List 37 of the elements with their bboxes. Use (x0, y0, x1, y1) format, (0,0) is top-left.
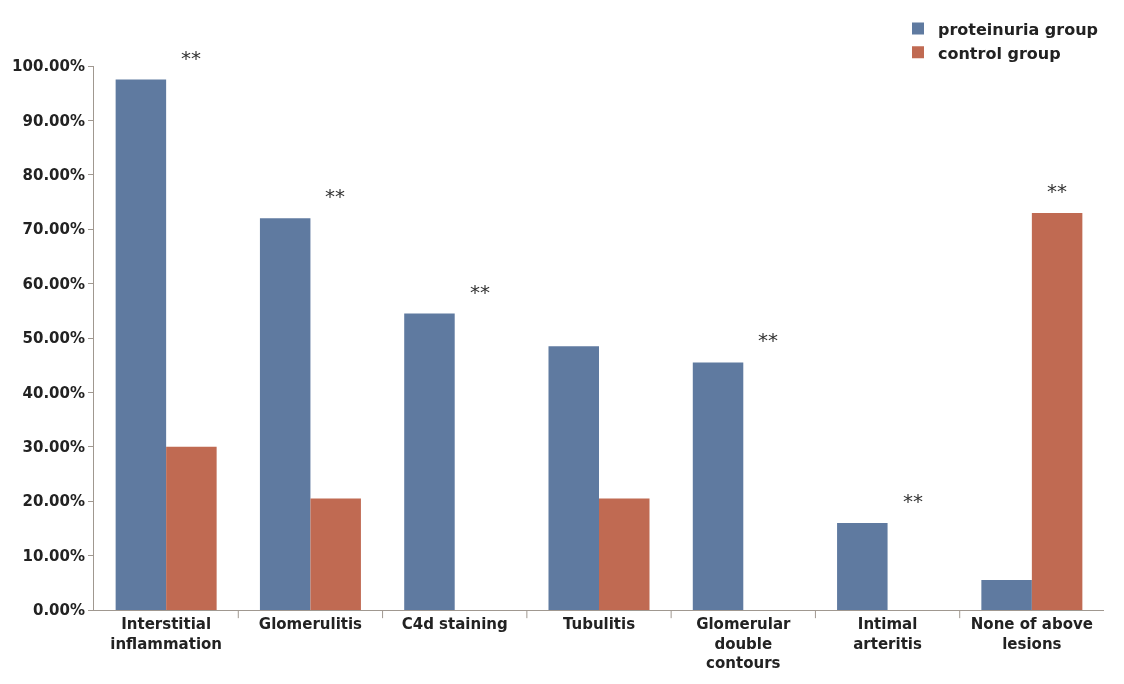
y-tick-label: 20.00% (22, 492, 85, 511)
bar (115, 79, 167, 610)
bar (310, 498, 361, 610)
x-tick-label: C4d staining (401, 615, 508, 633)
x-tick-label: Interstitial inflammation (110, 615, 223, 653)
y-tick-label: 30.00% (22, 438, 85, 457)
legend-label: control group (938, 43, 1061, 63)
bar (1031, 212, 1083, 610)
y-tick-label: 50.00% (22, 329, 85, 348)
legend-label: proteinuria group (938, 19, 1099, 39)
annotation: ** (1047, 179, 1067, 203)
annotation: ** (903, 489, 923, 513)
x-tick-label: Glomerulitis (258, 615, 363, 633)
y-tick-label: 90.00% (22, 111, 85, 130)
x-tick-label: Intimal arteritis (853, 615, 922, 653)
y-tick-label: 60.00% (22, 274, 85, 293)
y-tick-label: 70.00% (22, 220, 85, 239)
bar (548, 346, 599, 610)
y-tick-label: 80.00% (22, 166, 85, 185)
bar (981, 580, 1032, 610)
annotation: ** (181, 46, 201, 70)
bar (599, 498, 650, 610)
bar (259, 218, 311, 610)
bar (166, 446, 217, 610)
annotation: ** (758, 328, 778, 352)
bar (404, 313, 455, 610)
bar (692, 362, 744, 610)
x-tick-label: None of above lesions (970, 615, 1093, 653)
x-tick-label: Glomerular double contours (696, 615, 792, 672)
x-tick-label: Tubulitis (562, 615, 636, 633)
y-tick-label: 0.00% (32, 601, 85, 620)
annotation: ** (470, 280, 490, 304)
y-tick-label: 40.00% (22, 383, 85, 402)
y-tick-label: 10.00% (22, 546, 85, 565)
y-tick-label: 100.00% (12, 57, 85, 76)
bar (837, 522, 888, 610)
annotation: ** (325, 184, 345, 208)
